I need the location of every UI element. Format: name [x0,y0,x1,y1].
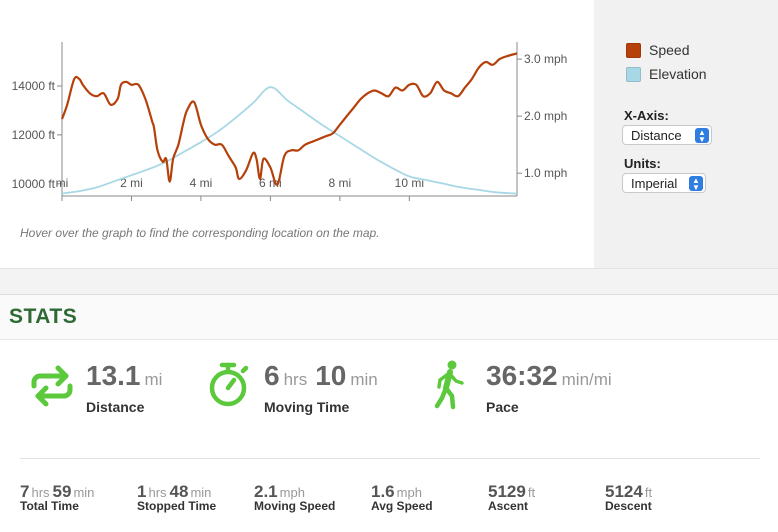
moving-time-label: Moving Time [264,399,350,415]
total-time-hours-unit: hrs [31,485,50,500]
stopped-time-label: Stopped Time [137,499,217,513]
stopped-time-hours: 1 [137,482,147,501]
avg-speed-unit: mph [396,485,422,500]
units-label: Units: [624,156,661,171]
stopped-time-minutes: 48 [169,482,189,501]
chart-controls-panel: Speed Elevation X-Axis: Distance ▲ ▼ Unit… [594,0,778,268]
y-right-tick-label: 3.0 mph [524,52,567,66]
moving-time-value-line: 6 hrs 10 min [264,360,386,392]
units-select-value: Imperial [631,175,678,191]
total-time-hours: 7 [20,482,30,501]
chart-hint: Hover over the graph to find the corresp… [20,226,380,240]
ascent-unit: ft [527,485,536,500]
stat-total-time: 7 hrs 59 min Total Time [20,482,97,513]
speed-elevation-chart[interactable]: 14000 ft 12000 ft 10000 ft 3.0 mph 2.0 mph 1.… [0,0,594,215]
pace-value: 36:32 [486,360,558,391]
stat-moving-speed: 2.1 mph Moving Speed [254,482,335,513]
x-tick-label: 4 mi [190,176,213,190]
descent-value: 5124 [605,482,643,501]
stopped-time-hours-unit: hrs [148,485,167,500]
moving-time-hours-unit: hrs [283,370,308,389]
y-left-tick-label: 12000 ft [12,128,56,142]
stat-ascent: 5129 ft Ascent [488,482,538,513]
xaxis-select[interactable]: Distance ▲ ▼ [622,125,712,145]
legend-label-elevation: Elevation [649,66,707,82]
stat-stopped-time: 1 hrs 48 min Stopped Time [137,482,216,513]
select-chevron-icon: ▲ ▼ [695,128,709,144]
units-select[interactable]: Imperial ▲ ▼ [622,173,706,193]
speed-series-line [60,52,518,186]
x-tick-label: 2 mi [120,176,143,190]
moving-time-minutes: 10 [315,360,347,391]
select-chevron-icon: ▲ ▼ [689,176,703,192]
x-tick-label: 10 mi [395,176,424,190]
round-trip-arrows-icon [31,365,73,407]
avg-speed-value: 1.6 [371,482,395,501]
ascent-label: Ascent [488,499,529,513]
xaxis-label: X-Axis: [624,108,669,123]
stats-title: STATS [9,305,78,328]
elevation-series-line [61,86,518,195]
moving-speed-unit: mph [279,485,305,500]
stopped-time-minutes-unit: min [190,485,212,500]
stat-descent: 5124 ft Descent [605,482,655,513]
y-left-tick-label: 14000 ft [12,79,56,93]
legend-item-elevation[interactable]: Elevation [626,66,707,82]
distance-value-line: 13.1 mi [86,360,170,392]
x-tick-label: 8 mi [329,176,352,190]
stopwatch-icon [209,362,249,407]
y-right-tick-label: 1.0 mph [524,166,567,180]
avg-speed-label: Avg Speed [371,499,433,513]
distance-label: Distance [86,399,145,415]
moving-speed-value: 2.1 [254,482,278,501]
stat-avg-speed: 1.6 mph Avg Speed [371,482,433,513]
total-time-minutes-unit: min [73,485,95,500]
pace-unit: min/mi [561,370,612,389]
elevation-swatch [626,66,641,82]
ascent-value: 5129 [488,482,526,501]
total-time-minutes: 59 [52,482,72,501]
stats-divider [20,458,760,459]
speed-swatch [626,42,641,58]
y-right-tick-label: 2.0 mph [524,109,567,123]
pace-label: Pace [486,399,519,415]
legend-label-speed: Speed [649,42,690,58]
section-divider [0,268,778,295]
stats-header: STATS [0,295,778,340]
distance-unit: mi [144,370,163,389]
descent-unit: ft [644,485,653,500]
x-tick-label: mi [56,176,69,190]
xaxis-select-value: Distance [631,127,682,143]
legend-item-speed[interactable]: Speed [626,42,689,58]
total-time-label: Total Time [20,499,79,513]
pace-value-line: 36:32 min/mi [486,360,620,392]
chart-panel: 14000 ft 12000 ft 10000 ft 3.0 mph 2.0 mph 1.… [0,0,594,268]
moving-time-minutes-unit: min [350,370,378,389]
descent-label: Descent [605,499,652,513]
x-tick-label: 6 mi [259,176,282,190]
walking-person-icon [434,360,464,410]
moving-speed-label: Moving Speed [254,499,336,513]
y-left-tick-label: 10000 ft [12,177,56,191]
distance-value: 13.1 [86,360,141,391]
moving-time-hours: 6 [264,360,280,391]
